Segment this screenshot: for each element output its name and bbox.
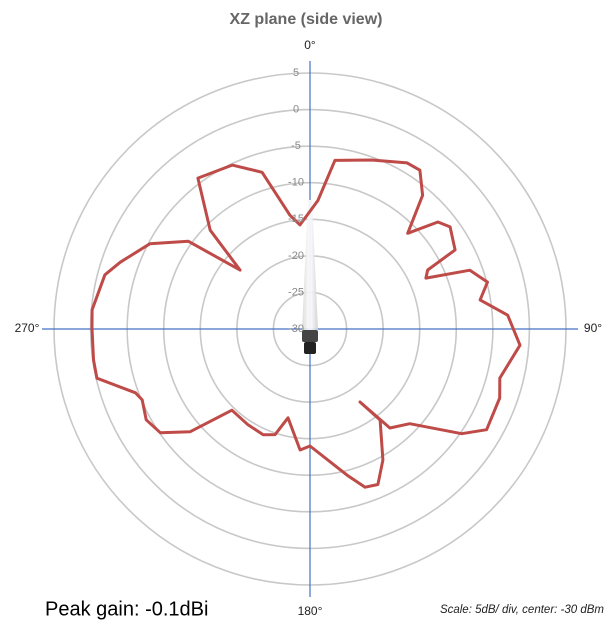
chart-title: XZ plane (side view) bbox=[230, 11, 383, 28]
r-tick-label: 0 bbox=[293, 103, 299, 115]
r-tick-label: -30 bbox=[288, 323, 304, 335]
labels: -30 -25 -20 -15 -10 -5 0 5 0° 90° 180° 270° bbox=[15, 38, 603, 618]
r-tick-label: -15 bbox=[288, 213, 304, 225]
plot-area bbox=[90, 158, 522, 489]
peak-gain: Peak gain: -0.1dBi bbox=[45, 598, 208, 620]
r-tick-label: -25 bbox=[288, 286, 304, 298]
angle-tick-label: 180° bbox=[298, 604, 323, 618]
r-tick-label: -5 bbox=[291, 140, 301, 152]
r-tick-label: -10 bbox=[288, 177, 304, 189]
axes bbox=[42, 61, 578, 597]
angle-tick-label: 270° bbox=[15, 321, 40, 335]
scale-note: Scale: 5dB/ div, center: -30 dBm bbox=[440, 604, 604, 616]
angle-tick-label: 90° bbox=[584, 321, 602, 335]
antenna-image bbox=[302, 200, 318, 354]
r-tick-label: -20 bbox=[288, 250, 304, 262]
gain-line bbox=[90, 158, 522, 489]
angle-tick-label: 0° bbox=[304, 38, 316, 52]
r-tick-label: 5 bbox=[293, 67, 299, 79]
